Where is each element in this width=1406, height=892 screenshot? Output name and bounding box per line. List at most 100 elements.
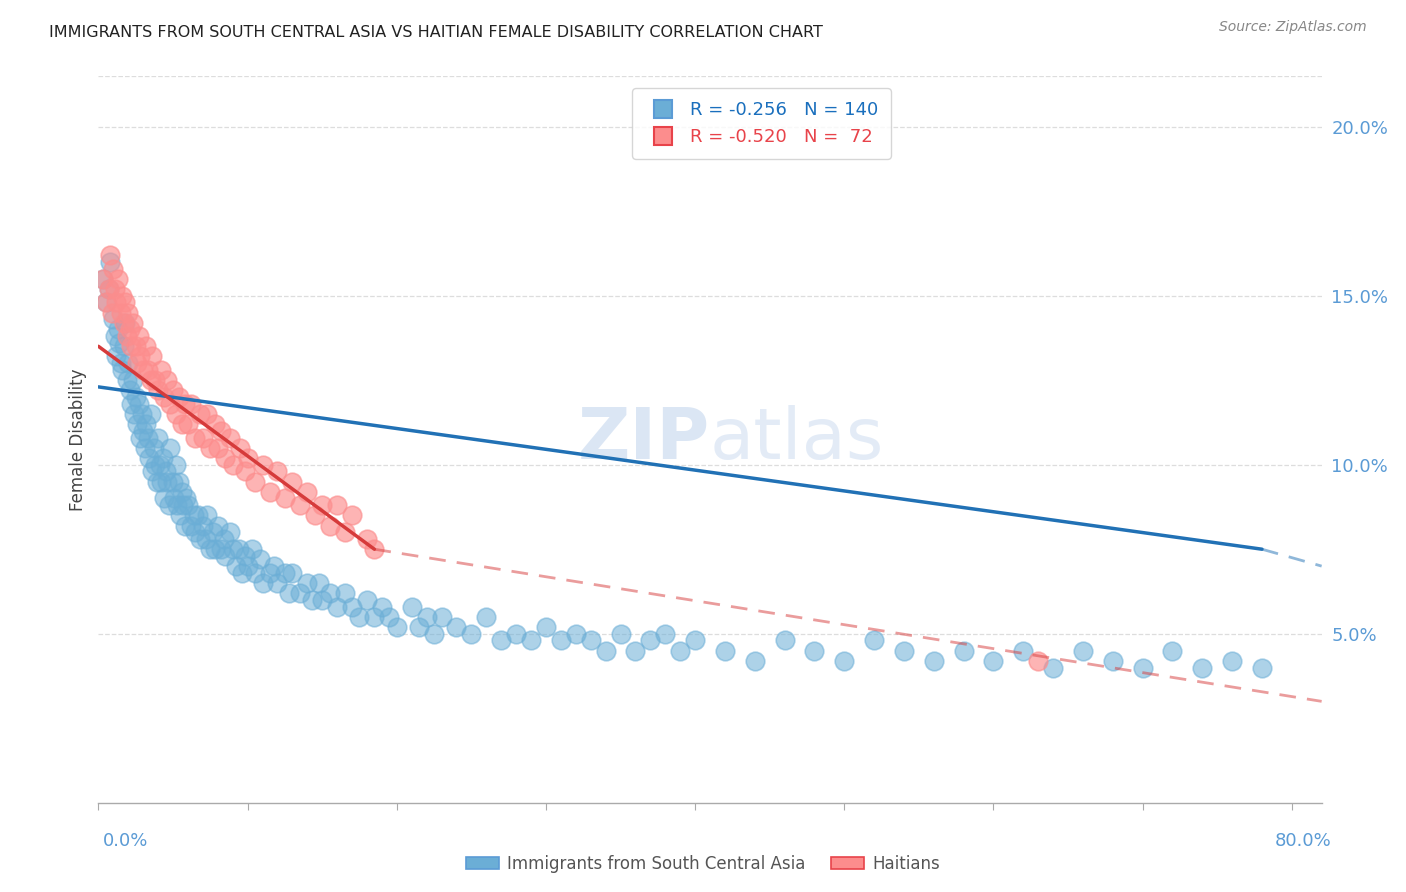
- Y-axis label: Female Disability: Female Disability: [69, 368, 87, 510]
- Point: [146, 384, 169, 398]
- Point: [744, 654, 766, 668]
- Point: [1071, 643, 1094, 657]
- Point: [326, 599, 349, 614]
- Point: [136, 363, 159, 377]
- Point: [297, 576, 319, 591]
- Point: [326, 498, 349, 512]
- Point: [180, 397, 202, 411]
- Point: [520, 633, 543, 648]
- Point: [184, 525, 207, 540]
- Point: [153, 491, 176, 506]
- Point: [263, 559, 285, 574]
- Point: [177, 417, 200, 431]
- Point: [94, 295, 117, 310]
- Point: [1161, 643, 1184, 657]
- Point: [228, 542, 250, 557]
- Point: [107, 322, 129, 336]
- Point: [274, 491, 297, 506]
- Point: [212, 532, 235, 546]
- Point: [243, 566, 266, 580]
- Point: [423, 626, 446, 640]
- Point: [266, 465, 288, 479]
- Point: [103, 261, 125, 276]
- Point: [117, 356, 139, 370]
- Point: [129, 350, 152, 364]
- Point: [195, 508, 218, 523]
- Point: [172, 498, 194, 512]
- Point: [135, 339, 157, 353]
- Point: [832, 654, 855, 668]
- Point: [139, 407, 162, 421]
- Point: [609, 626, 631, 640]
- Point: [259, 484, 281, 499]
- Point: [311, 593, 333, 607]
- Point: [156, 373, 179, 387]
- Point: [231, 566, 253, 580]
- Point: [243, 475, 266, 489]
- Point: [803, 643, 825, 657]
- Point: [134, 441, 156, 455]
- Text: IMMIGRANTS FROM SOUTH CENTRAL ASIA VS HAITIAN FEMALE DISABILITY CORRELATION CHAR: IMMIGRANTS FROM SOUTH CENTRAL ASIA VS HA…: [49, 25, 823, 40]
- Point: [333, 525, 356, 540]
- Point: [252, 458, 274, 472]
- Point: [165, 407, 187, 421]
- Point: [371, 599, 394, 614]
- Point: [191, 518, 214, 533]
- Point: [415, 610, 437, 624]
- Point: [401, 599, 423, 614]
- Point: [152, 450, 174, 465]
- Point: [191, 431, 214, 445]
- Point: [207, 518, 229, 533]
- Point: [159, 397, 181, 411]
- Point: [259, 566, 281, 580]
- Point: [139, 373, 162, 387]
- Point: [188, 532, 211, 546]
- Point: [1026, 654, 1049, 668]
- Point: [132, 363, 155, 377]
- Point: [135, 417, 157, 431]
- Point: [127, 356, 149, 370]
- Point: [150, 363, 173, 377]
- Point: [167, 390, 190, 404]
- Point: [236, 559, 259, 574]
- Point: [340, 599, 363, 614]
- Point: [166, 498, 188, 512]
- Point: [773, 633, 796, 648]
- Point: [177, 498, 200, 512]
- Point: [104, 329, 127, 343]
- Text: 0.0%: 0.0%: [103, 832, 148, 850]
- Point: [683, 633, 706, 648]
- Point: [204, 542, 226, 557]
- Point: [475, 610, 498, 624]
- Text: ZIP: ZIP: [578, 405, 710, 474]
- Point: [94, 295, 117, 310]
- Point: [209, 424, 232, 438]
- Point: [233, 549, 256, 563]
- Point: [112, 339, 135, 353]
- Point: [121, 373, 143, 387]
- Point: [120, 339, 142, 353]
- Point: [111, 288, 134, 302]
- Point: [1220, 654, 1243, 668]
- Point: [115, 373, 138, 387]
- Point: [98, 254, 121, 268]
- Point: [156, 475, 179, 489]
- Point: [125, 339, 148, 353]
- Point: [654, 626, 676, 640]
- Point: [534, 620, 557, 634]
- Point: [111, 363, 134, 377]
- Point: [204, 417, 226, 431]
- Point: [318, 586, 340, 600]
- Point: [200, 542, 222, 557]
- Point: [579, 633, 602, 648]
- Point: [162, 475, 184, 489]
- Point: [97, 282, 120, 296]
- Point: [142, 441, 165, 455]
- Point: [301, 593, 323, 607]
- Point: [104, 282, 127, 296]
- Point: [714, 643, 737, 657]
- Point: [165, 458, 187, 472]
- Point: [308, 576, 330, 591]
- Point: [194, 532, 217, 546]
- Point: [595, 643, 617, 657]
